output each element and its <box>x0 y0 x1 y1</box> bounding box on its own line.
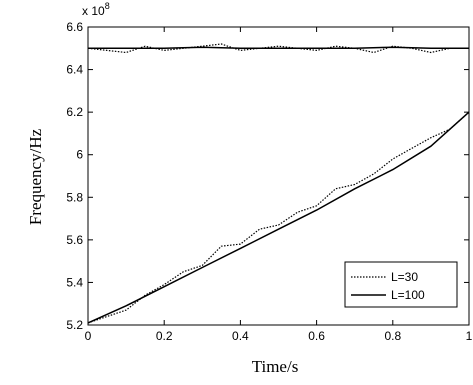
x-axis-title: Time/s <box>252 357 299 376</box>
series-line-solid-3 <box>88 46 469 50</box>
y-tick-label: 6.2 <box>66 105 83 119</box>
x-tick-label: 0.6 <box>308 329 325 343</box>
legend-label-l30: L=30 <box>391 270 418 284</box>
series-line-solid-1 <box>87 111 470 324</box>
x-tick-label: 0 <box>85 329 92 343</box>
x-tick-label: 0.4 <box>232 329 249 343</box>
y-tick-label: 6.6 <box>66 20 83 34</box>
y-axis-title: Frequency/Hz <box>26 128 45 225</box>
y-tick-label: 5.4 <box>66 275 83 289</box>
y-tick-label: 6.4 <box>66 63 83 77</box>
y-tick-label: 5.8 <box>66 190 83 204</box>
y-tick-label: 5.6 <box>66 233 83 247</box>
ticks-layer: 0 0.2 0.4 0.6 0.8 1 5.2 5.4 5.6 5.8 6 6.2 6.4 6.6 <box>66 20 472 343</box>
y-tick-label: 6 <box>76 148 83 162</box>
legend: L=30 L=100 <box>344 261 458 308</box>
plot-frame <box>87 26 470 326</box>
x-tick-label: 0.2 <box>156 329 173 343</box>
plot-area <box>87 26 470 326</box>
legend-label-l100: L=100 <box>391 288 425 302</box>
x-tick-label: 1 <box>466 329 473 343</box>
series-line-dotted-0 <box>87 111 470 324</box>
legend-box <box>344 261 458 308</box>
y-exponent-label: 8 <box>105 1 110 11</box>
y-tick-label: 5.2 <box>66 318 83 332</box>
y-multiplier-label: x 108 <box>82 1 110 18</box>
series-layer <box>87 43 470 324</box>
x-tick-label: 0.8 <box>384 329 401 343</box>
